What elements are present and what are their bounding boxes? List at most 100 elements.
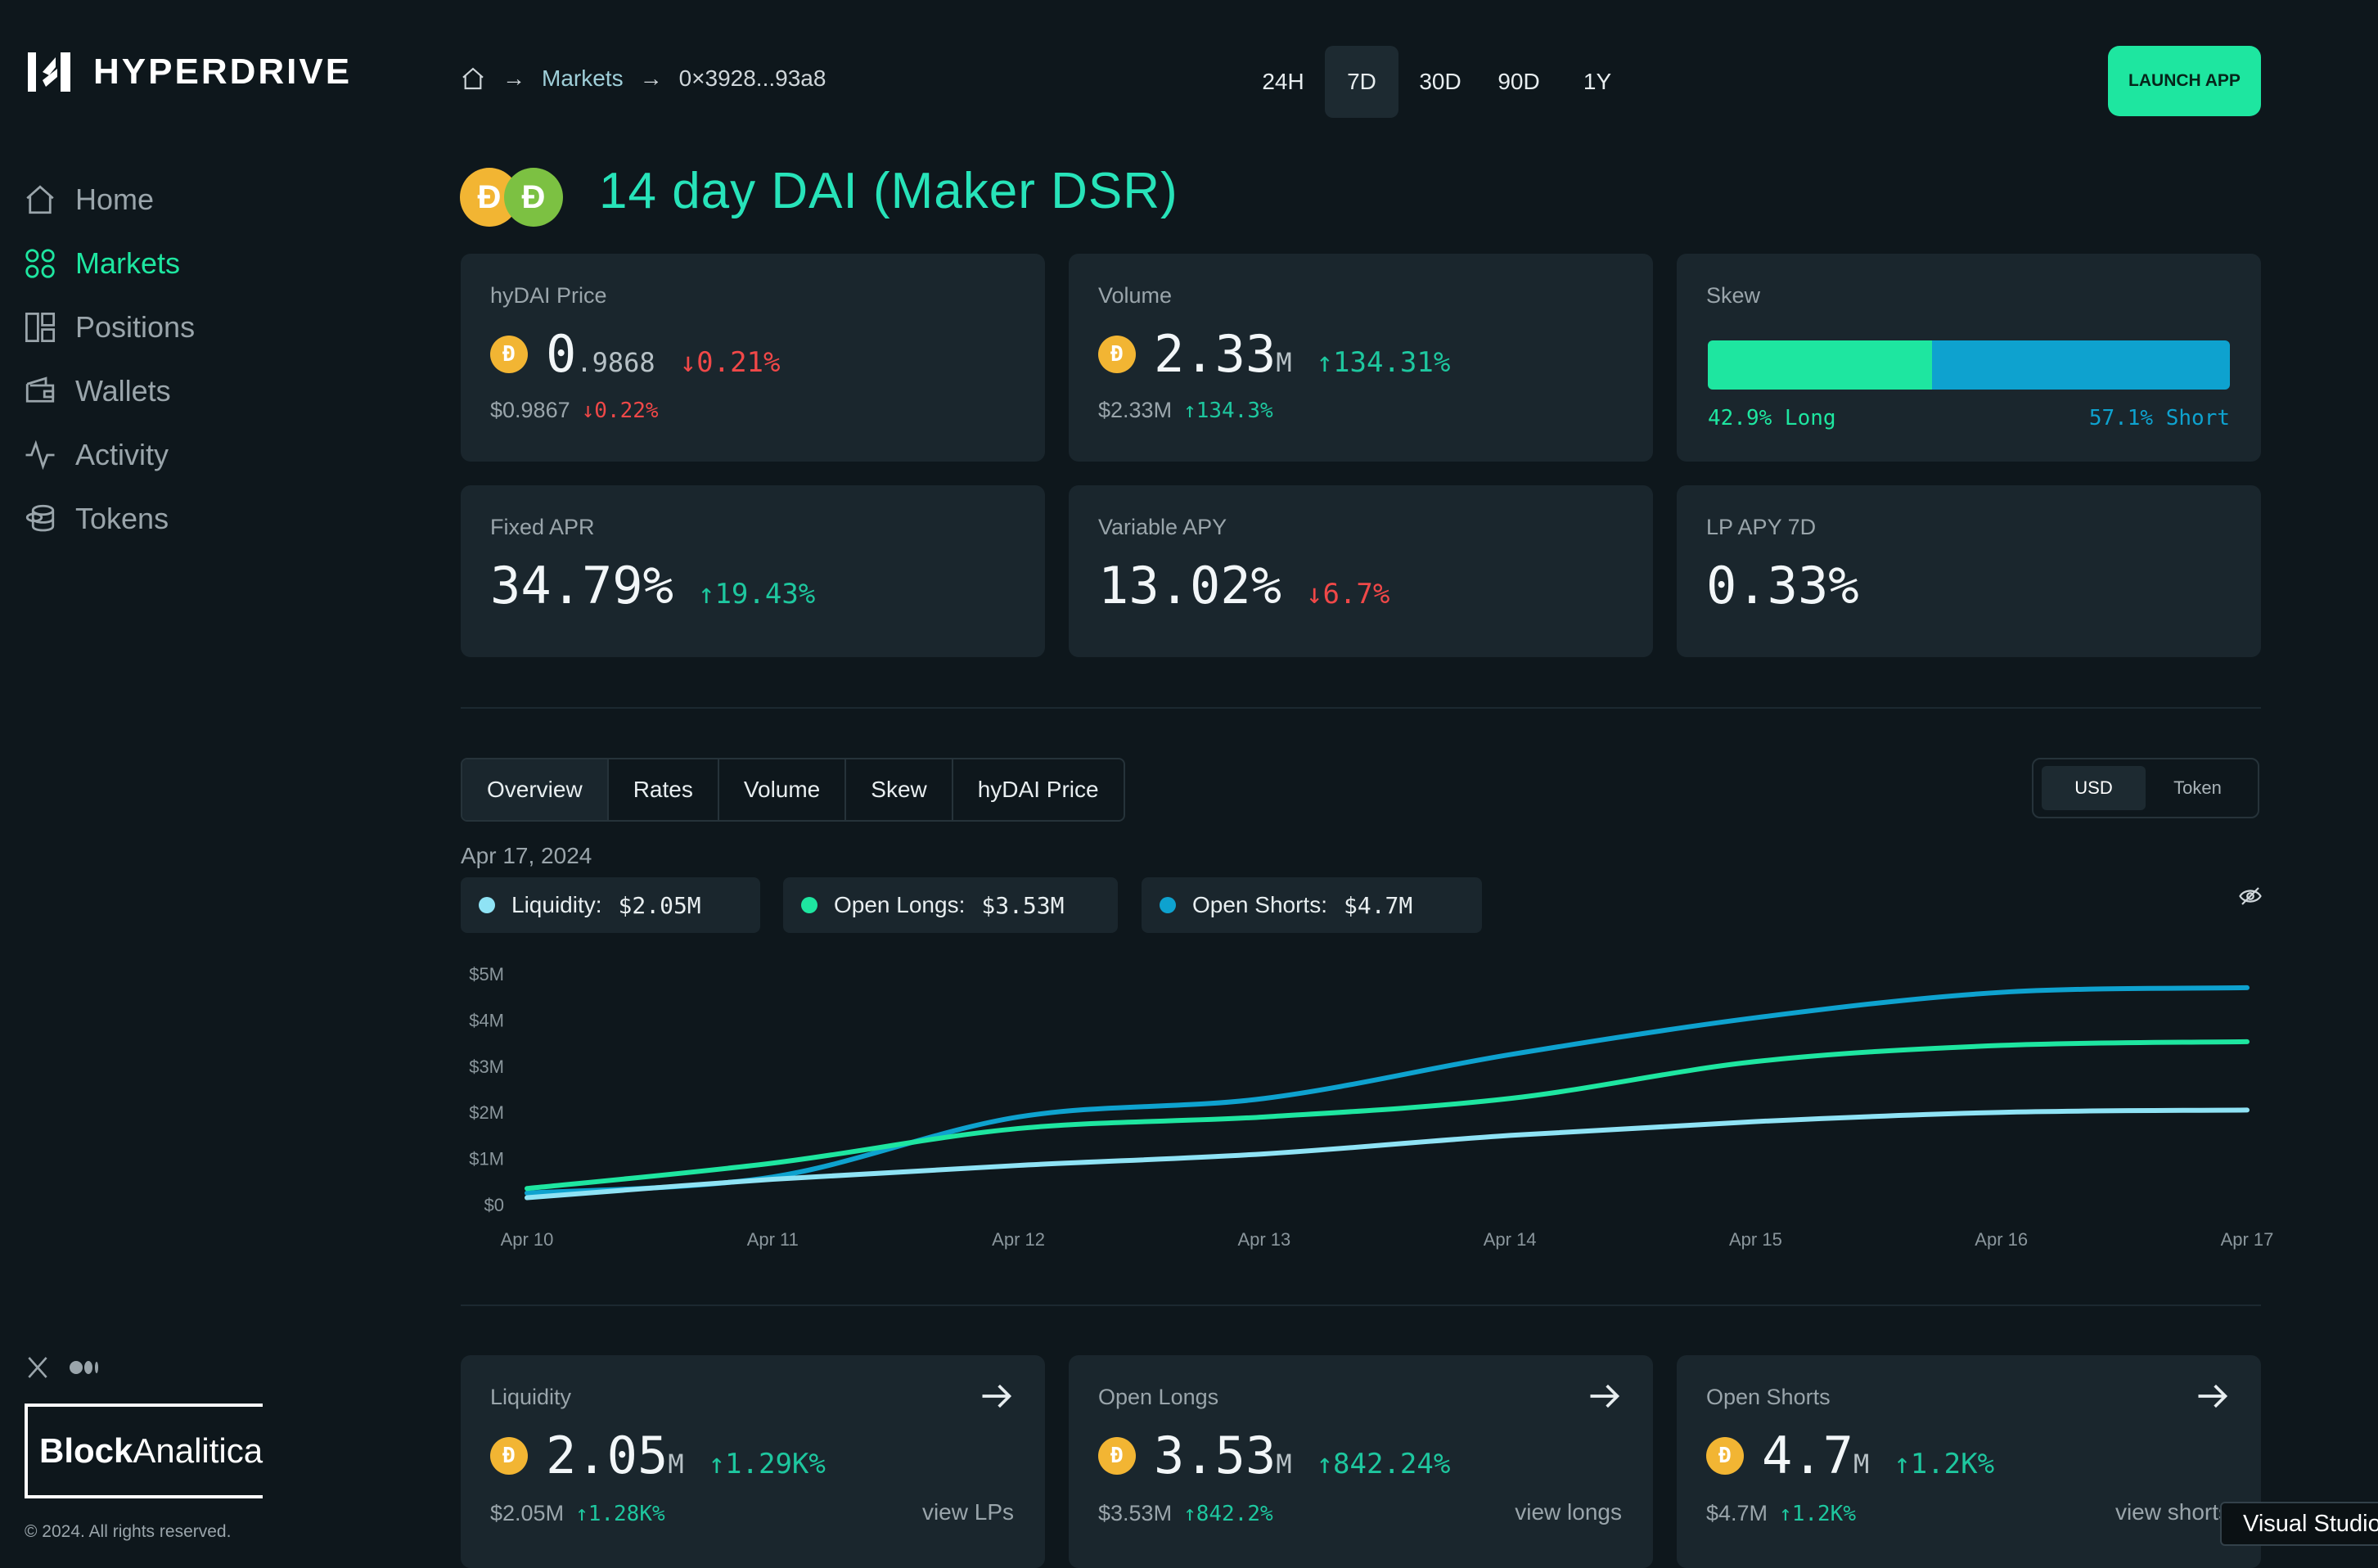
view-shorts-link[interactable]: view shorts xyxy=(2115,1499,2230,1525)
price-sub: $0.9867 ↓0.22% xyxy=(490,398,659,423)
x-tick-label: Apr 15 xyxy=(1729,1229,1782,1250)
volume-sub: $2.33M ↑134.3% xyxy=(1098,398,1273,423)
block-analitica-logo[interactable]: Block Analitica xyxy=(25,1404,278,1498)
arrow-right-icon[interactable] xyxy=(2194,1378,2230,1414)
open-longs-card[interactable]: Open Longs Đ 3.53 M ↑842.24% $3.53M ↑842.… xyxy=(1069,1355,1653,1568)
tokens-icon xyxy=(25,504,55,532)
series-line-open-shorts xyxy=(525,985,2250,1196)
tab-skew[interactable]: Skew xyxy=(846,759,953,820)
hyperdrive-logo-icon xyxy=(28,52,70,92)
open-shorts-card[interactable]: Open Shorts Đ 4.7 M ↑1.2K% $4.7M ↑1.2K% v… xyxy=(1677,1355,2261,1568)
brand-name: HYPERDRIVE xyxy=(93,52,353,92)
x-tick-label: Apr 12 xyxy=(992,1229,1045,1250)
sidebar-item-markets[interactable]: Markets xyxy=(23,232,195,295)
open-longs-sub: $3.53M ↑842.2% xyxy=(1098,1501,1273,1526)
sidebar-item-wallets[interactable]: Wallets xyxy=(23,359,195,423)
skew-long-label: 42.9% Long xyxy=(1708,406,1836,430)
skew-long-fill xyxy=(1708,340,1932,390)
chart-date: Apr 17, 2024 xyxy=(461,843,592,868)
skew-card: Skew 42.9% Long 57.1% Short xyxy=(1677,254,2261,462)
tab-hydai-price[interactable]: hyDAI Price xyxy=(977,777,1099,802)
x-tick-label: Apr 11 xyxy=(747,1229,799,1250)
fixed-apr-value: 34.79% ↑19.43% xyxy=(490,556,816,615)
lp-apy-card: LP APY 7D 0.33% xyxy=(1677,485,2261,657)
medium-icon[interactable] xyxy=(69,1358,100,1377)
social-links xyxy=(25,1354,100,1381)
fixed-apr-card: Fixed APR 34.79% ↑19.43% xyxy=(461,485,1045,657)
y-tick-label: $1M xyxy=(469,1149,504,1169)
brand-logo[interactable]: HYPERDRIVE xyxy=(25,47,352,97)
x-tick-label: Apr 14 xyxy=(1484,1229,1537,1250)
x-tick-label: Apr 16 xyxy=(1975,1229,2028,1250)
series-line-liquidity xyxy=(525,1107,2250,1201)
sidebar-item-tokens[interactable]: Tokens xyxy=(23,487,195,551)
home-icon[interactable] xyxy=(460,65,486,92)
open-shorts-value: Đ 4.7 M ↑1.2K% xyxy=(1706,1426,1994,1485)
legend-open-shorts: Open Shorts: $4.7M xyxy=(1142,877,1482,933)
variable-apy-card: Variable APY 13.02% ↓6.7% xyxy=(1069,485,1653,657)
unit-token[interactable]: Token xyxy=(2173,777,2222,798)
view-longs-link[interactable]: view longs xyxy=(1515,1499,1622,1525)
home-icon xyxy=(26,185,54,214)
markets-icon xyxy=(25,249,55,278)
range-30d[interactable]: 30D xyxy=(1419,69,1461,94)
range-24h[interactable]: 24H xyxy=(1262,69,1304,94)
unit-usd[interactable]: USD xyxy=(2042,766,2146,810)
card-label: Volume xyxy=(1098,283,1173,308)
x-tick-label: Apr 13 xyxy=(1237,1229,1290,1250)
range-1y[interactable]: 1Y xyxy=(1583,69,1612,94)
tab-overview[interactable]: Overview xyxy=(462,759,609,820)
price-value: Đ 0.9868 ↓0.21% xyxy=(490,324,780,384)
sidebar-item-label: Activity xyxy=(75,438,169,471)
card-label: Open Longs xyxy=(1098,1385,1219,1409)
x-tick-label: Apr 10 xyxy=(501,1229,554,1250)
breadcrumb-markets[interactable]: Markets xyxy=(542,65,624,91)
positions-icon xyxy=(25,312,56,343)
launch-app-button[interactable]: LAUNCH APP xyxy=(2108,46,2261,116)
series-line-open-longs xyxy=(525,1039,2250,1192)
volume-value: Đ 2.33 M ↑134.31% xyxy=(1098,324,1450,384)
legend-dot xyxy=(801,897,817,913)
range-90d[interactable]: 90D xyxy=(1498,69,1540,94)
overview-line-chart: $0 $1M $2M $3M $4M $5M Apr 10 Apr 11 Apr 12 Apr 1… xyxy=(469,964,2274,1250)
variable-apy-value: 13.02% ↓6.7% xyxy=(1098,556,1390,615)
liquidity-card[interactable]: Liquidity Đ 2.05 M ↑1.29K% $2.05M ↑1.28K%… xyxy=(461,1355,1045,1568)
partner-name-light: Analitica xyxy=(133,1431,263,1470)
sidebar-item-label: Positions xyxy=(75,310,196,344)
copyright-text: © 2024. All rights reserved. xyxy=(25,1522,232,1541)
sidebar-item-positions[interactable]: Positions xyxy=(23,295,195,359)
arrow-right-icon: → xyxy=(639,65,663,91)
arrow-right-icon[interactable] xyxy=(978,1378,1014,1414)
arrow-right-icon: → xyxy=(502,65,525,91)
legend-open-longs: Open Longs: $3.53M xyxy=(783,877,1118,933)
section-divider xyxy=(461,707,2261,709)
liquidity-sub: $2.05M ↑1.28K% xyxy=(490,1501,665,1526)
taskbar-tooltip: Visual Studio xyxy=(2220,1502,2378,1546)
skew-short-fill xyxy=(1931,340,2230,390)
sidebar-item-activity[interactable]: Activity xyxy=(23,423,195,487)
dai-icon: Đ xyxy=(1098,1436,1136,1475)
y-tick-label: $0 xyxy=(484,1195,504,1215)
sidebar-nav: Home Markets Positions Wallets Activity … xyxy=(23,168,195,551)
view-lps-link[interactable]: view LPs xyxy=(921,1499,1014,1525)
dai-icon: Đ xyxy=(490,1436,528,1475)
partner-name-bold: Block xyxy=(39,1431,133,1470)
x-tick-label: Apr 17 xyxy=(2221,1229,2274,1250)
skew-short-label: 57.1% Short xyxy=(2088,406,2230,430)
y-tick-label: $2M xyxy=(469,1102,504,1123)
legend-dot xyxy=(479,897,495,913)
open-longs-value: Đ 3.53 M ↑842.24% xyxy=(1098,1426,1450,1485)
volume-card: Volume Đ 2.33 M ↑134.31% $2.33M ↑134.3% xyxy=(1069,254,1653,462)
breadcrumb-address: 0×3928...93a8 xyxy=(678,65,826,91)
card-label: Fixed APR xyxy=(490,515,595,539)
sidebar-item-home[interactable]: Home xyxy=(23,168,195,232)
tab-volume[interactable]: Volume xyxy=(719,759,847,820)
open-shorts-sub: $4.7M ↑1.2K% xyxy=(1706,1501,1856,1526)
card-label: Liquidity xyxy=(490,1385,572,1409)
market-token-icons: Đ Đ xyxy=(460,164,574,231)
x-twitter-icon[interactable] xyxy=(25,1354,51,1381)
tab-rates[interactable]: Rates xyxy=(609,759,719,820)
hide-eye-icon[interactable] xyxy=(2236,884,2264,908)
arrow-right-icon[interactable] xyxy=(1586,1378,1622,1414)
range-7d[interactable]: 7D xyxy=(1325,46,1398,118)
